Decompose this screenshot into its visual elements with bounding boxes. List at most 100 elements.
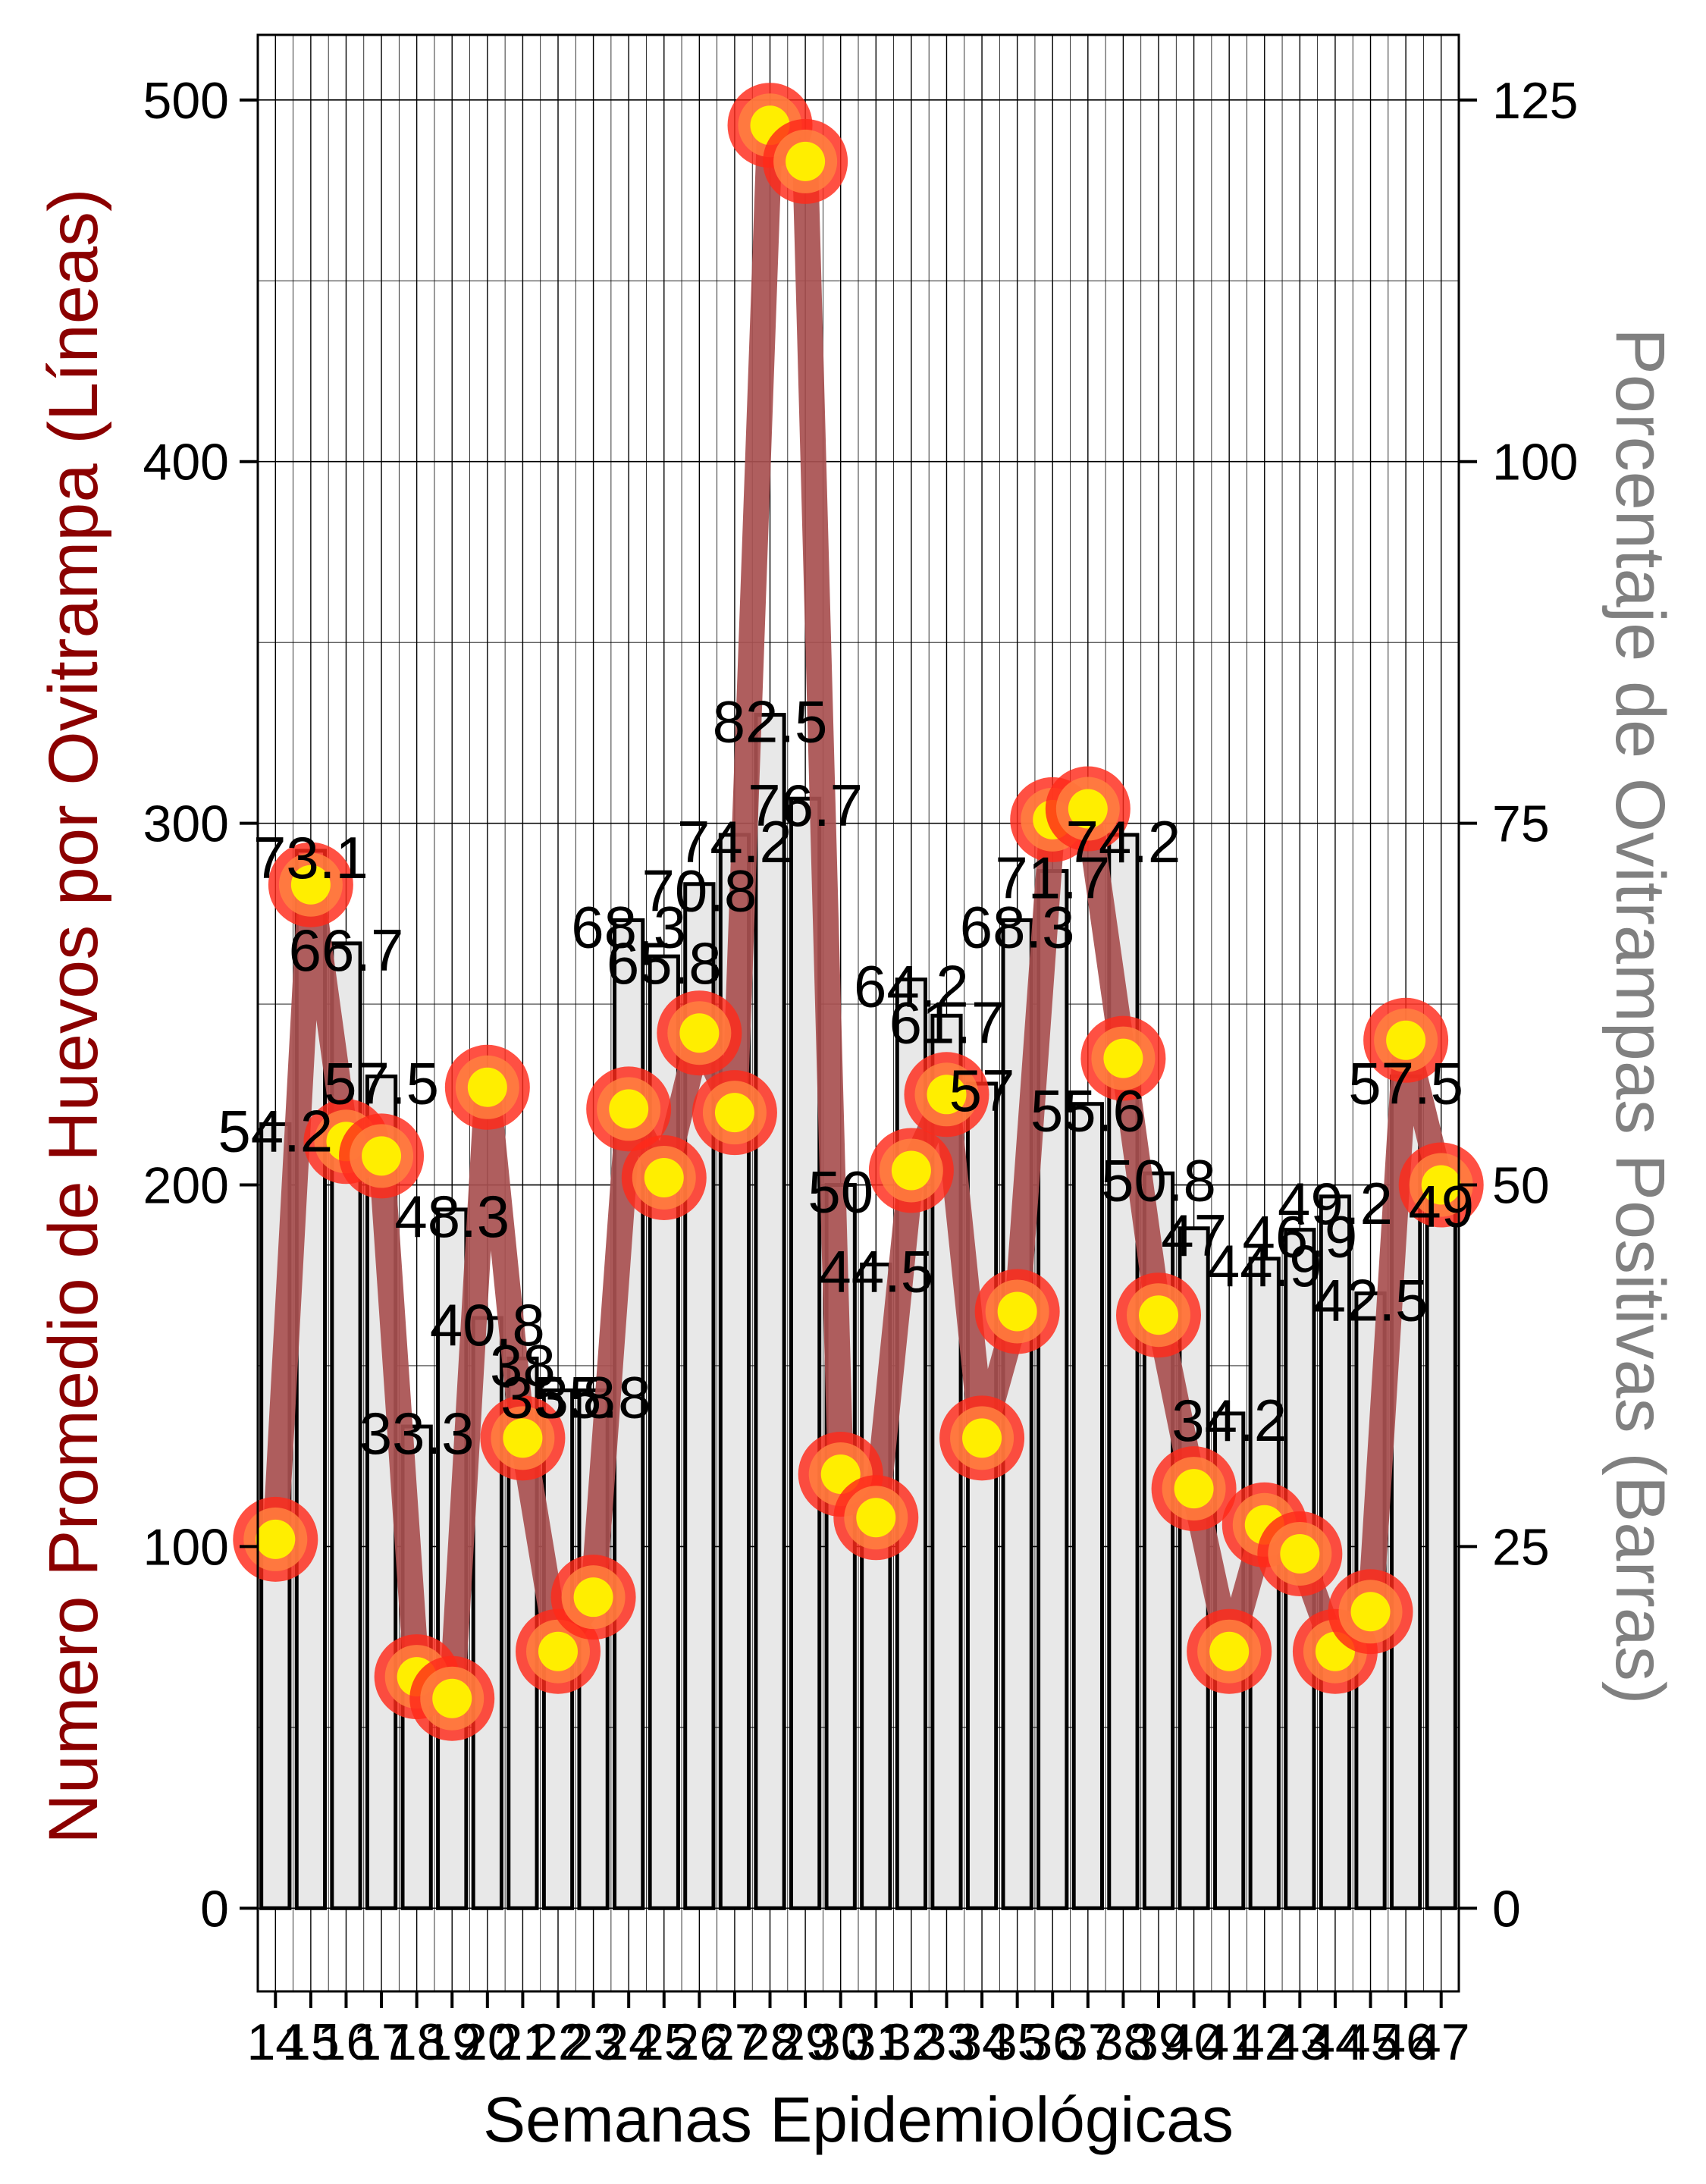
point-inner	[1280, 1533, 1320, 1574]
bar-label-18: 33.3	[359, 1400, 475, 1467]
left-tick-label: 100	[143, 1518, 229, 1576]
bar-label-36: 71.7	[995, 845, 1110, 912]
bar-label-16: 66.7	[289, 917, 404, 984]
x-tick-label: 40	[1165, 2013, 1223, 2071]
x-tick-label: 28	[742, 2013, 799, 2071]
point-35	[974, 1269, 1060, 1354]
bar-label-40: 47	[1161, 1202, 1227, 1269]
bar-label-30: 50	[808, 1159, 873, 1225]
point-inner	[1068, 789, 1108, 829]
right-tick-label: 75	[1492, 795, 1550, 853]
x-tick-label: 44	[1306, 2013, 1364, 2071]
point-inner	[927, 1075, 967, 1115]
x-axis-title: Semanas Epidemiológicas	[483, 2084, 1234, 2155]
bar-label-44: 49.2	[1278, 1170, 1393, 1237]
bar-label-27: 74.2	[677, 808, 792, 875]
point-inner	[290, 864, 331, 905]
point-inner	[1174, 1469, 1214, 1509]
point-15	[268, 842, 353, 927]
point-32	[868, 1128, 954, 1213]
bar-label-19: 48.3	[394, 1183, 510, 1250]
bar-label-43: 46.9	[1242, 1203, 1357, 1270]
point-inner	[1103, 1038, 1143, 1078]
point-inner	[997, 1291, 1037, 1332]
right-axis-title: Porcentaje de Ovitrampas Positivas (Barr…	[1601, 328, 1679, 1704]
bar-label-21: 38	[490, 1332, 556, 1398]
x-tick-label: 19	[423, 2013, 481, 2071]
point-inner	[644, 1157, 684, 1197]
x-tick-label: 35	[989, 2013, 1046, 2071]
point-41	[1187, 1608, 1272, 1694]
bar-label-46: 57.5	[1348, 1050, 1463, 1116]
bar-label-31: 44.5	[818, 1238, 933, 1304]
x-tick-label: 16	[318, 2013, 375, 2071]
bar-label-22: 35.8	[500, 1363, 616, 1430]
x-tick-label: 20	[459, 2013, 516, 2071]
point-19	[409, 1655, 495, 1741]
point-inner	[786, 141, 826, 181]
bar-label-38: 74.2	[1066, 808, 1181, 875]
x-tick-label: 46	[1377, 2013, 1435, 2071]
point-inner	[891, 1150, 931, 1191]
x-tick-label: 18	[388, 2013, 446, 2071]
left-tick-label: 400	[143, 434, 229, 491]
point-24	[586, 1066, 672, 1152]
bar-label-47: 49	[1408, 1173, 1474, 1240]
bar-label-28: 82.5	[713, 689, 828, 755]
bar-28	[754, 713, 786, 1910]
x-tick-label: 38	[1095, 2013, 1152, 2071]
x-tick-label: 21	[494, 2013, 552, 2071]
bar-label-39: 50.8	[1101, 1147, 1216, 1213]
point-inner	[573, 1577, 613, 1618]
x-axis: 1415161718192021222324252627282930313233…	[246, 1991, 1470, 2071]
bar-label-17: 57.5	[324, 1050, 439, 1116]
bar-label-35: 68.3	[960, 893, 1075, 960]
point-34	[939, 1395, 1025, 1481]
left-tick-label: 200	[143, 1157, 229, 1215]
x-tick-label: 25	[635, 2013, 693, 2071]
point-inner	[362, 1136, 402, 1176]
x-tick-label: 32	[883, 2013, 940, 2071]
left-axis-title: Numero Promedio de Huevos por Ovitrampa …	[35, 188, 112, 1844]
bar-37	[1071, 1102, 1104, 1910]
x-tick-label: 17	[353, 2013, 410, 2071]
line-markers	[233, 83, 1484, 1741]
bar-label-29: 76.7	[748, 772, 863, 839]
point-inner	[1350, 1592, 1391, 1632]
right-tick-label: 0	[1492, 1880, 1521, 1938]
bar-label-20: 40.8	[430, 1291, 545, 1358]
point-inner	[856, 1498, 896, 1538]
right-tick-label: 125	[1492, 72, 1578, 130]
point-39	[1116, 1272, 1201, 1358]
x-tick-label: 39	[1130, 2013, 1187, 2071]
bar-label-37: 55.6	[1030, 1078, 1146, 1144]
point-20	[444, 1044, 530, 1130]
point-inner	[467, 1067, 507, 1107]
point-inner	[538, 1631, 578, 1671]
point-17	[339, 1113, 425, 1199]
x-tick-label: 47	[1413, 2013, 1470, 2071]
point-inner	[714, 1093, 754, 1133]
bar-label-42: 44.9	[1207, 1232, 1322, 1299]
right-tick-label: 50	[1492, 1157, 1550, 1215]
point-25	[621, 1134, 707, 1220]
x-tick-label: 41	[1200, 2013, 1258, 2071]
bar-label-25: 65.8	[607, 930, 722, 996]
point-33	[904, 1052, 989, 1138]
x-tick-label: 31	[847, 2013, 905, 2071]
right-tick-label: 100	[1492, 434, 1578, 491]
point-43	[1257, 1511, 1343, 1596]
point-inner	[256, 1519, 296, 1559]
right-axis: 0 25 50 75 100 125	[1459, 72, 1578, 1938]
point-inner	[1386, 1020, 1426, 1060]
x-tick-label: 36	[1024, 2013, 1081, 2071]
point-29	[763, 118, 848, 204]
point-inner	[1139, 1295, 1178, 1335]
x-tick-label: 15	[282, 2013, 340, 2071]
point-40	[1151, 1446, 1237, 1532]
point-14	[233, 1496, 318, 1582]
x-tick-label: 34	[953, 2013, 1011, 2071]
point-21	[480, 1395, 566, 1481]
x-tick-label: 22	[529, 2013, 587, 2071]
